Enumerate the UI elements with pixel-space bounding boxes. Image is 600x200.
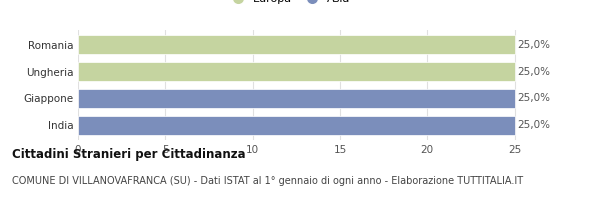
Bar: [78, 35, 515, 54]
Text: 25,0%: 25,0%: [517, 40, 550, 50]
Bar: [78, 116, 515, 135]
Bar: [78, 62, 515, 81]
Text: Cittadini Stranieri per Cittadinanza: Cittadini Stranieri per Cittadinanza: [12, 148, 245, 161]
Text: 25,0%: 25,0%: [517, 67, 550, 77]
Text: 25,0%: 25,0%: [517, 120, 550, 130]
Text: 25,0%: 25,0%: [517, 93, 550, 103]
Legend: Europa, Asia: Europa, Asia: [223, 0, 354, 8]
Text: COMUNE DI VILLANOVAFRANCA (SU) - Dati ISTAT al 1° gennaio di ogni anno - Elabora: COMUNE DI VILLANOVAFRANCA (SU) - Dati IS…: [12, 176, 523, 186]
Bar: [78, 89, 515, 108]
